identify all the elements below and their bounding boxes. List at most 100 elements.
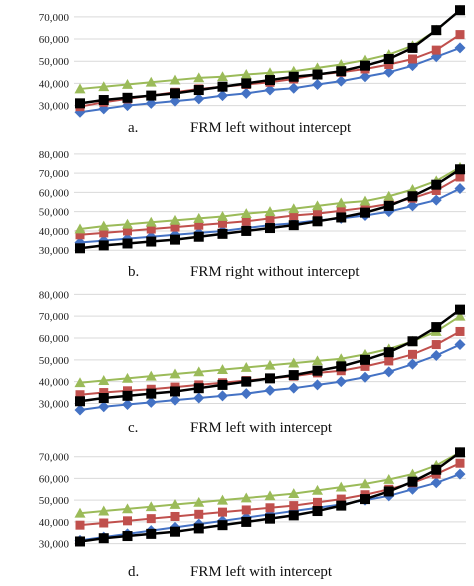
data-point-series-4 bbox=[360, 494, 370, 505]
data-point-series-4 bbox=[383, 200, 394, 211]
data-point-series-4 bbox=[336, 361, 347, 372]
data-point-series-4 bbox=[265, 373, 275, 384]
data-point-series-1 bbox=[145, 97, 157, 109]
data-point-series-1 bbox=[288, 82, 300, 94]
caption-letter: a. bbox=[128, 120, 138, 136]
data-point-series-2 bbox=[241, 216, 251, 226]
data-point-series-3 bbox=[193, 212, 205, 223]
series-line-3 bbox=[79, 315, 461, 384]
data-point-series-3 bbox=[288, 488, 300, 499]
data-point-series-3 bbox=[122, 79, 133, 89]
data-point-series-2 bbox=[170, 222, 180, 232]
data-point-series-2 bbox=[218, 218, 227, 228]
data-point-series-2 bbox=[431, 340, 441, 350]
data-point-series-2 bbox=[265, 213, 275, 223]
data-point-series-4 bbox=[217, 520, 228, 531]
data-point-series-4 bbox=[75, 536, 85, 547]
y-tick-label: 40,000 bbox=[39, 226, 70, 238]
y-tick-label: 50,000 bbox=[39, 495, 70, 507]
data-point-series-2 bbox=[75, 520, 85, 530]
chart-panel-2: 30,000 40,000 50,000 60,000 70,000 80,000 b. FR… bbox=[39, 149, 466, 280]
data-point-series-4 bbox=[75, 98, 85, 109]
data-point-series-1 bbox=[430, 349, 442, 361]
data-point-series-3 bbox=[122, 372, 133, 383]
caption-text: FRM left with intercept bbox=[190, 564, 333, 580]
data-point-series-4 bbox=[98, 95, 109, 106]
data-point-series-4 bbox=[241, 225, 252, 236]
y-tick-label: 50,000 bbox=[39, 355, 70, 367]
data-point-series-1 bbox=[217, 90, 228, 102]
data-point-series-4 bbox=[122, 390, 133, 401]
y-tick-label: 40,000 bbox=[39, 377, 70, 389]
data-point-series-3 bbox=[312, 200, 323, 211]
data-point-series-1 bbox=[217, 390, 228, 402]
y-tick-label: 70,000 bbox=[39, 311, 70, 323]
data-point-series-1 bbox=[454, 339, 466, 351]
data-point-series-1 bbox=[193, 93, 205, 105]
y-tick-label: 60,000 bbox=[39, 34, 70, 46]
data-point-series-3 bbox=[145, 76, 157, 87]
data-point-series-3 bbox=[240, 361, 252, 372]
data-point-series-3 bbox=[264, 359, 276, 370]
data-point-series-3 bbox=[383, 190, 395, 201]
data-point-series-4 bbox=[241, 516, 252, 527]
data-point-series-4 bbox=[360, 207, 370, 218]
data-point-series-4 bbox=[312, 69, 323, 80]
y-tick-label: 40,000 bbox=[39, 517, 70, 529]
data-point-series-3 bbox=[122, 503, 133, 514]
data-point-series-2 bbox=[408, 349, 417, 359]
data-point-series-3 bbox=[312, 355, 323, 366]
data-point-series-2 bbox=[313, 497, 322, 507]
data-point-series-1 bbox=[145, 396, 157, 408]
data-point-series-4 bbox=[312, 506, 323, 517]
data-point-series-1 bbox=[169, 95, 181, 107]
data-point-series-2 bbox=[218, 507, 227, 517]
y-tick-label: 70,000 bbox=[39, 452, 70, 464]
data-point-series-3 bbox=[335, 197, 347, 208]
data-point-series-4 bbox=[241, 376, 252, 387]
data-point-series-3 bbox=[122, 218, 133, 229]
data-point-series-2 bbox=[336, 206, 346, 216]
data-point-series-3 bbox=[312, 484, 323, 495]
data-point-series-4 bbox=[265, 223, 275, 234]
data-point-series-4 bbox=[431, 179, 442, 190]
data-point-series-2 bbox=[123, 516, 132, 526]
data-point-series-3 bbox=[240, 69, 252, 79]
data-point-series-3 bbox=[193, 366, 205, 377]
data-point-series-1 bbox=[335, 376, 347, 388]
caption-letter: c. bbox=[128, 420, 138, 436]
data-point-series-1 bbox=[98, 401, 110, 413]
data-point-series-4 bbox=[122, 531, 133, 542]
caption-text: FRM right without intercept bbox=[190, 264, 360, 280]
caption-text: FRM left without intercept bbox=[190, 120, 352, 136]
y-tick-label: 70,000 bbox=[39, 168, 70, 180]
data-point-series-2 bbox=[241, 505, 251, 515]
caption-letter: b. bbox=[128, 264, 139, 280]
data-point-series-4 bbox=[75, 243, 85, 254]
data-point-series-1 bbox=[240, 388, 252, 400]
data-point-series-4 bbox=[146, 236, 157, 247]
y-tick-label: 60,000 bbox=[39, 333, 70, 345]
data-point-series-4 bbox=[383, 347, 394, 358]
data-point-series-2 bbox=[408, 54, 417, 64]
data-point-series-2 bbox=[431, 185, 441, 195]
data-point-series-4 bbox=[288, 71, 299, 82]
data-point-series-3 bbox=[217, 494, 228, 505]
data-point-series-4 bbox=[265, 513, 275, 524]
data-point-series-1 bbox=[240, 87, 252, 99]
data-point-series-4 bbox=[336, 212, 347, 223]
chart-panel-4: 30,000 40,000 50,000 60,000 70,000 d. FRM left… bbox=[39, 446, 466, 580]
data-point-series-1 bbox=[407, 60, 418, 72]
data-point-series-4 bbox=[146, 528, 157, 539]
data-point-series-2 bbox=[123, 226, 132, 236]
data-point-series-2 bbox=[360, 361, 370, 371]
data-point-series-1 bbox=[430, 477, 442, 489]
data-point-series-4 bbox=[193, 85, 204, 96]
data-point-series-2 bbox=[289, 211, 299, 221]
y-tick-label: 50,000 bbox=[39, 56, 70, 68]
data-point-series-2 bbox=[455, 30, 465, 40]
data-point-series-3 bbox=[264, 490, 276, 501]
data-point-series-2 bbox=[194, 509, 204, 519]
data-point-series-4 bbox=[98, 393, 109, 403]
data-point-series-1 bbox=[264, 384, 276, 396]
